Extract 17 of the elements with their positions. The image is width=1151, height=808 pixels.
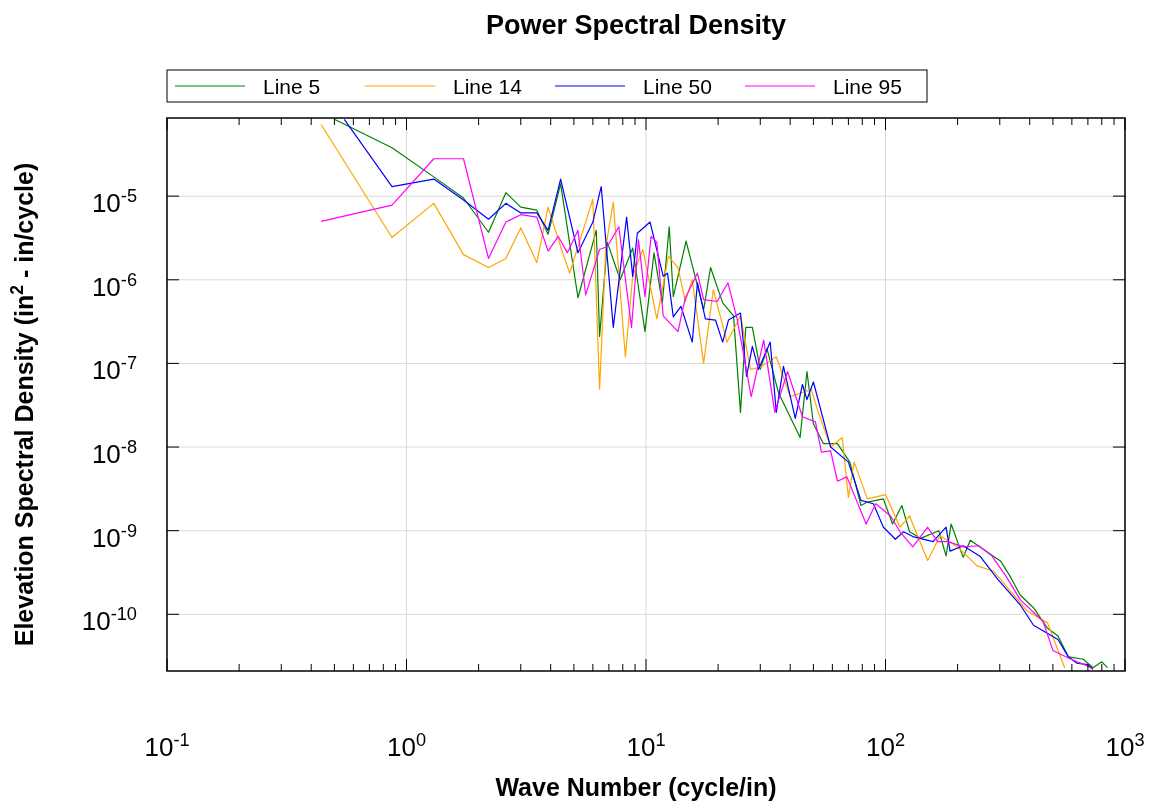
x-tick-label: 10$^{-1}$ — [144, 730, 190, 762]
y-tick-label: 10$^{-7}$ — [91, 353, 137, 386]
legend-label: Line 5 — [263, 75, 321, 98]
y-tick-label: 10$^{-9}$ — [91, 520, 137, 553]
x-tick-label: 10$^{0}$ — [386, 730, 427, 762]
x-tick-label: 10$^{3}$ — [1105, 730, 1145, 762]
y-tick-label: 10$^{-6}$ — [91, 269, 137, 302]
chart-title: Power Spectral Density — [485, 10, 787, 40]
y-tick-label: 10$^{-10}$ — [81, 604, 137, 637]
legend-label: Line 95 — [833, 75, 902, 98]
legend-label: Line 14 — [453, 75, 523, 98]
x-tick-label: 10$^{1}$ — [626, 730, 666, 762]
legend-label: Line 50 — [643, 75, 712, 98]
x-tick-label: 10$^{2}$ — [865, 730, 906, 762]
y-tick-label: 10$^{-8}$ — [91, 437, 137, 470]
y-tick-label: 10$^{-5}$ — [91, 186, 137, 219]
x-axis-title: Wave Number (cycle/in) — [495, 773, 777, 801]
